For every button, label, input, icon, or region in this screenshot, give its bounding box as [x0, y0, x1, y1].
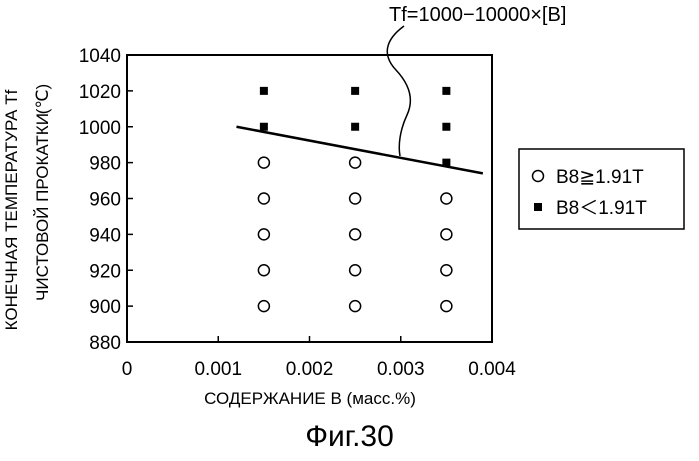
y-tick-label: 1020 [79, 82, 121, 103]
data-point-circle [441, 301, 452, 312]
data-point-circle [258, 193, 269, 204]
y-axis-label-line1: КОНЕЧНАЯ ТЕМПЕРАТУРА Tf [2, 89, 21, 330]
data-point-square [351, 123, 359, 131]
y-tick-label: 940 [89, 225, 121, 246]
x-tick-label: 0.001 [194, 359, 242, 380]
y-tick-label: 1040 [79, 46, 121, 67]
data-point-circle [350, 301, 361, 312]
legend: B8≧1.91T B8＜1.91T [519, 149, 684, 229]
chart: 0 0.001 0.002 0.003 0.004 880 900 920 940 960 980… [0, 0, 699, 420]
data-point-circle [258, 229, 269, 240]
data-point-circle [258, 265, 269, 276]
legend-label-lt: B8＜1.91T [556, 198, 647, 219]
data-point-circle [258, 301, 269, 312]
boundary-equation: Tf=1000−10000×[B] [389, 4, 566, 26]
data-point-circle [258, 157, 269, 168]
data-point-square [260, 87, 268, 95]
y-tick-label: 960 [89, 190, 121, 211]
y-tick-label: 900 [89, 297, 121, 318]
data-point-circle [441, 265, 452, 276]
x-tick-label: 0.002 [286, 359, 334, 380]
data-point-circle [350, 157, 361, 168]
data-point-circle [350, 229, 361, 240]
legend-label-ge: B8≧1.91T [556, 167, 644, 188]
y-tick-label: 1000 [79, 118, 121, 139]
data-point-square [442, 87, 450, 95]
annotation-leader [387, 26, 410, 156]
data-point-circle [350, 265, 361, 276]
data-points [258, 87, 452, 312]
x-tick-label: 0 [122, 359, 133, 380]
legend-marker-square [534, 203, 542, 211]
x-tick-label: 0.004 [468, 359, 516, 380]
y-axis-label-line2: ЧИСТОВОЙ ПРОКАТКИ [33, 113, 52, 301]
x-axis-label: СОДЕРЖАНИЕ В (масс.%) [204, 389, 416, 408]
data-point-circle [441, 229, 452, 240]
figure-caption: Фиг.30 [0, 420, 699, 454]
data-point-square [351, 87, 359, 95]
y-axis-unit: (℃) [33, 84, 52, 114]
y-tick-label: 920 [89, 261, 121, 282]
data-point-circle [350, 193, 361, 204]
y-axis: 880 900 920 940 960 980 1000 1020 1040 [79, 46, 133, 354]
y-tick-label: 880 [89, 333, 121, 354]
data-point-square [442, 123, 450, 131]
x-tick-label: 0.003 [377, 359, 425, 380]
legend-marker-circle [533, 171, 544, 182]
plot-area [127, 55, 492, 342]
data-point-square [442, 159, 450, 167]
y-tick-label: 980 [89, 154, 121, 175]
data-point-square [260, 123, 268, 131]
data-point-circle [441, 193, 452, 204]
y-axis-label: КОНЕЧНАЯ ТЕМПЕРАТУРА Tf ЧИСТОВОЙ ПРОКАТК… [2, 84, 52, 331]
